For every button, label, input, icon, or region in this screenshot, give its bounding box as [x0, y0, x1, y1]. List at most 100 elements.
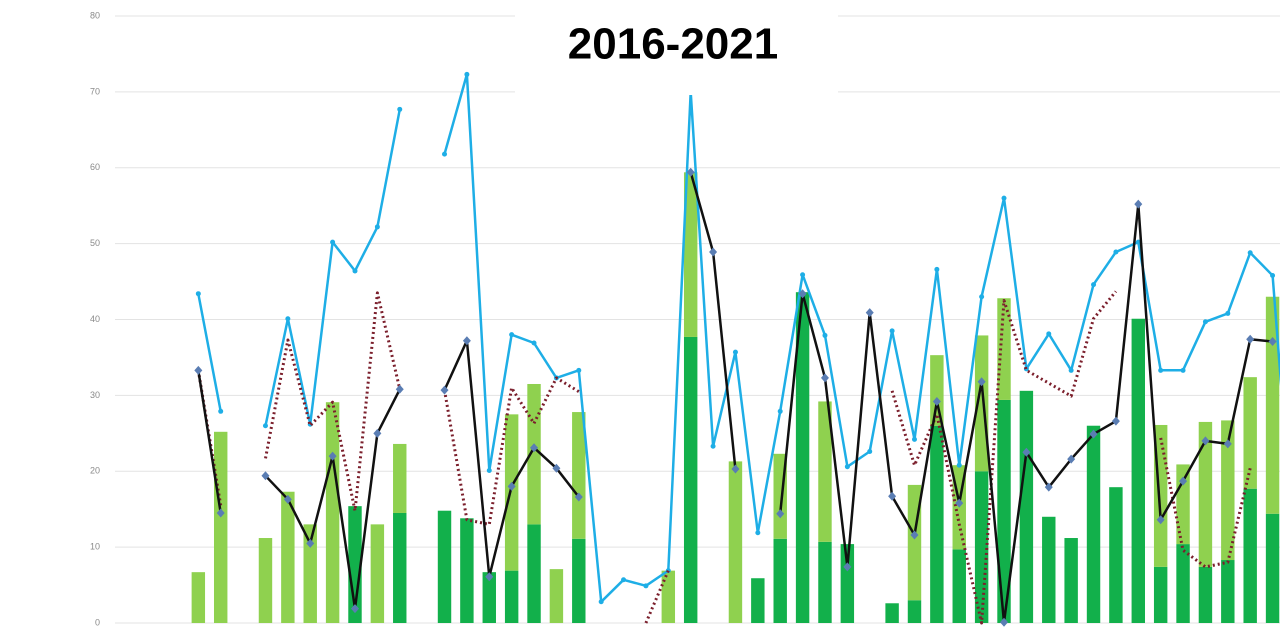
marker [865, 308, 874, 318]
bar [907, 600, 922, 623]
marker [1001, 195, 1007, 201]
marker [1201, 436, 1210, 446]
marker [1180, 367, 1186, 373]
bar [683, 172, 698, 337]
bar [213, 431, 228, 623]
bar [460, 518, 474, 623]
y-tick-label: 30 [90, 390, 100, 400]
bar [930, 355, 944, 426]
bar [818, 401, 832, 542]
marker [440, 385, 449, 395]
marker [218, 408, 224, 414]
bar [281, 491, 295, 623]
marker [328, 451, 337, 461]
marker [350, 604, 359, 614]
marker [798, 289, 807, 299]
marker [485, 572, 494, 582]
marker [1089, 429, 1098, 439]
bar [728, 461, 743, 623]
chart-title: 2016-2021 [568, 20, 778, 69]
marker [1270, 272, 1276, 278]
bar [997, 399, 1011, 623]
bar [504, 570, 519, 623]
marker [397, 106, 403, 112]
marker [1135, 239, 1141, 245]
bar [1243, 377, 1257, 489]
marker [1202, 319, 1208, 325]
marker [1067, 454, 1076, 464]
bar [1198, 421, 1213, 567]
bar [773, 538, 787, 623]
marker [195, 291, 201, 297]
marker [261, 471, 270, 481]
y-tick-label: 40 [90, 314, 100, 324]
bar [661, 570, 676, 623]
marker [709, 247, 718, 257]
marker [1068, 367, 1074, 373]
marker [507, 481, 516, 491]
marker [574, 492, 583, 502]
bar [1086, 425, 1101, 623]
bar [1131, 318, 1146, 623]
marker [822, 332, 828, 338]
marker [442, 151, 448, 157]
bar [952, 549, 966, 623]
bar [1221, 560, 1235, 623]
marker [955, 498, 964, 508]
bar [191, 572, 206, 623]
marker [1225, 310, 1231, 316]
marker [352, 268, 358, 274]
bar [572, 538, 586, 623]
marker [285, 316, 291, 322]
marker [1246, 334, 1255, 344]
marker [867, 449, 873, 455]
marker [777, 408, 783, 414]
marker [1000, 617, 1009, 627]
marker [910, 530, 919, 540]
y-tick-label: 0 [95, 617, 100, 627]
bar [1265, 513, 1280, 623]
marker [373, 428, 382, 438]
bar [1153, 566, 1168, 623]
marker [1046, 331, 1052, 337]
bar [393, 443, 407, 513]
marker [643, 583, 649, 589]
bar [751, 578, 765, 623]
bar [974, 471, 989, 623]
marker [1022, 447, 1031, 457]
bar [795, 292, 810, 623]
marker [1044, 482, 1053, 492]
bar [527, 524, 541, 623]
bar [437, 510, 452, 623]
bar [997, 298, 1011, 400]
marker [1158, 367, 1164, 373]
bar [1265, 296, 1280, 514]
marker [1223, 439, 1232, 449]
title-box [515, 0, 838, 95]
bar [549, 569, 564, 623]
marker [686, 167, 695, 177]
marker [932, 396, 941, 406]
y-tick-label: 50 [90, 238, 100, 248]
marker [934, 266, 940, 272]
marker [800, 272, 806, 278]
marker [306, 538, 315, 548]
bar [370, 524, 385, 623]
bar [303, 524, 317, 623]
bar [840, 544, 855, 623]
y-tick-label: 70 [90, 86, 100, 96]
bar [325, 402, 340, 623]
y-tick-label: 10 [90, 542, 100, 552]
marker [262, 423, 268, 429]
marker [776, 509, 785, 519]
marker [531, 340, 537, 346]
bar [1042, 516, 1056, 623]
bar [1064, 538, 1078, 623]
marker [395, 384, 404, 394]
bar [504, 414, 519, 571]
marker [844, 464, 850, 470]
marker [820, 373, 829, 383]
bar [1109, 487, 1123, 623]
bar [818, 541, 832, 623]
